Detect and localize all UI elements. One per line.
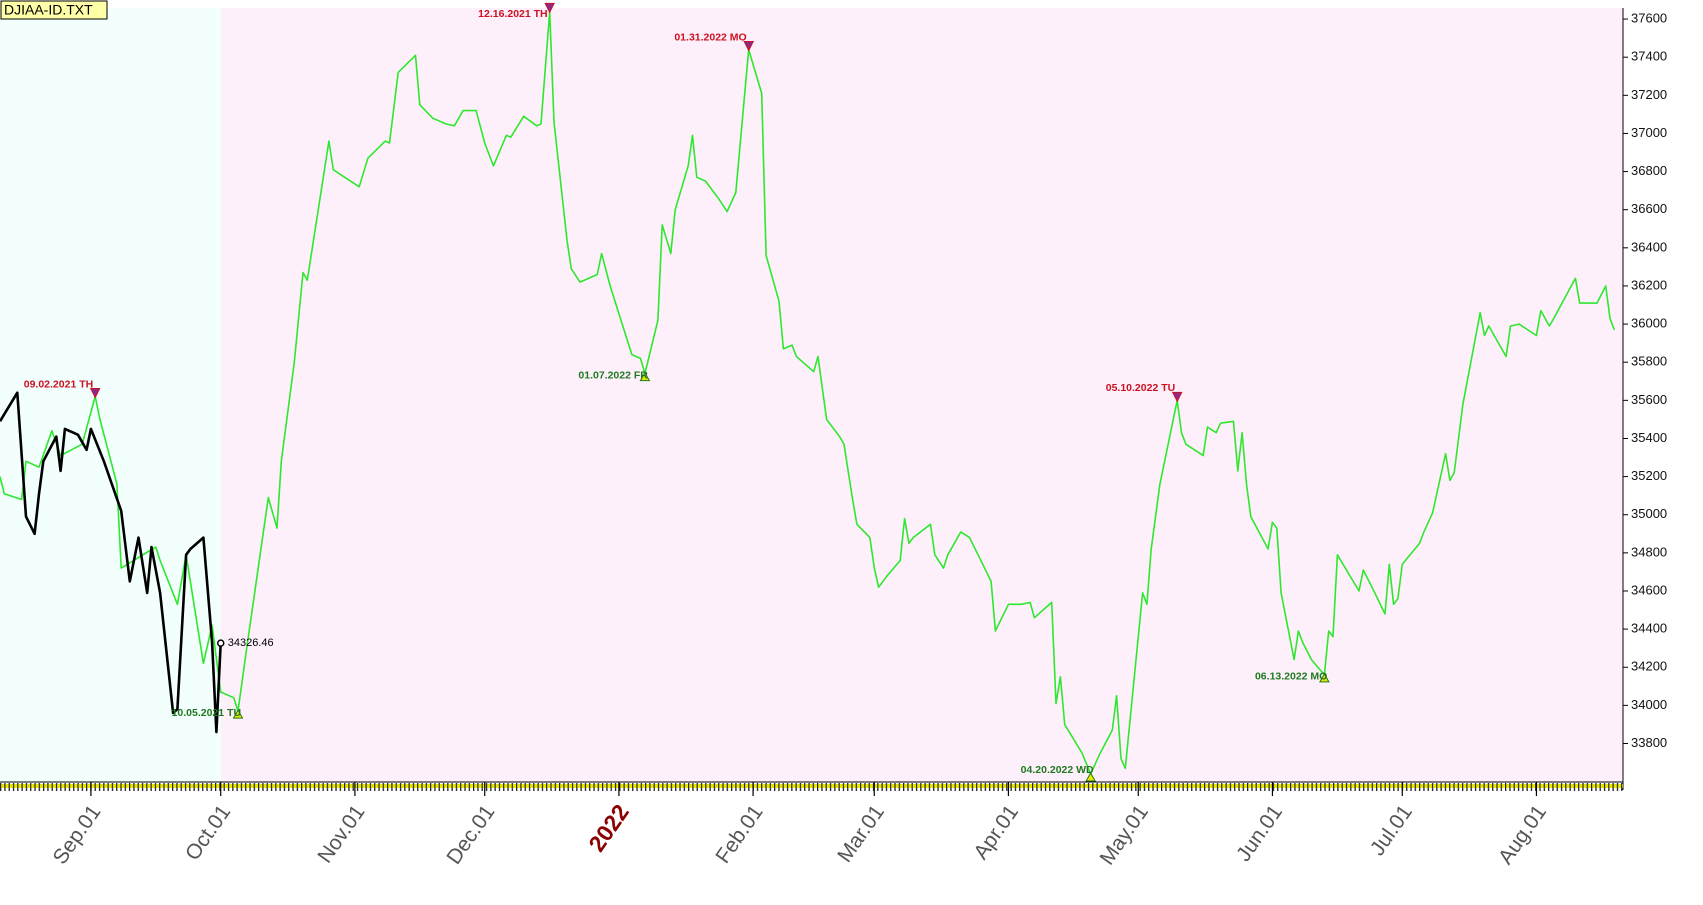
x-tick-label: Aug.01 <box>1494 801 1551 869</box>
low-marker <box>232 709 244 719</box>
y-tick-label: 34000 <box>1631 697 1667 712</box>
series-line <box>0 391 222 734</box>
x-tick-label: Nov.01 <box>313 801 369 867</box>
chart-title: DJIAA-ID.TXT <box>4 2 93 18</box>
y-tick-label: 37400 <box>1631 49 1667 64</box>
y-tick-label: 35000 <box>1631 506 1667 521</box>
y-tick-label: 37600 <box>1631 10 1667 25</box>
x-tick-label: Apr.01 <box>969 801 1023 864</box>
x-tick-label: Mar.01 <box>833 801 889 867</box>
y-tick-label: 36600 <box>1631 201 1667 216</box>
y-tick-label: 35800 <box>1631 354 1667 369</box>
high-marker <box>1171 391 1183 403</box>
low-label: 10.05.2021 TU <box>172 707 241 719</box>
plot-area: 34326.46 <box>0 10 1616 775</box>
y-tick-label: 36200 <box>1631 277 1667 292</box>
low-marker <box>639 371 651 382</box>
low-marker <box>1319 672 1330 683</box>
y-tick-label: 33800 <box>1631 735 1667 750</box>
x-tick-label: Oct.01 <box>181 801 235 865</box>
high-label: 01.31.2022 MO <box>674 31 746 43</box>
high-label: 12.16.2021 TH <box>478 8 547 20</box>
end-point <box>216 639 225 647</box>
y-tick-label: 36000 <box>1631 316 1667 331</box>
x-tick-label: Dec.01 <box>442 801 499 869</box>
high-label: 05.10.2022 TU <box>1106 382 1175 394</box>
high-marker <box>544 2 555 14</box>
minor-tick-strip <box>0 783 1623 791</box>
shaded-region <box>0 8 221 782</box>
y-tick-label: 36400 <box>1631 239 1667 254</box>
series-line <box>0 10 1616 775</box>
y-tick-label: 34800 <box>1631 544 1667 559</box>
low-label: 04.20.2022 WD <box>1021 764 1094 776</box>
x-tick-label: Jul.01 <box>1366 801 1417 860</box>
y-tick-label: 35400 <box>1631 430 1667 445</box>
low-label: 06.13.2022 MO <box>1255 671 1327 683</box>
end-value-label: 34326.46 <box>228 637 274 649</box>
y-tick-label: 34400 <box>1631 621 1667 636</box>
y-tick-label: 36800 <box>1631 163 1667 178</box>
low-marker <box>1085 771 1097 782</box>
high-marker <box>743 41 755 52</box>
shaded-region <box>220 8 1623 782</box>
x-tick-label: Feb.01 <box>711 801 767 868</box>
y-tick-label: 35600 <box>1631 392 1667 407</box>
x-tick-label: 2022 <box>583 799 634 856</box>
y-tick-label: 34600 <box>1631 582 1667 597</box>
high-marker <box>89 388 101 399</box>
background <box>0 8 1623 782</box>
high-label: 09.02.2021 TH <box>24 378 93 390</box>
y-tick-label: 34200 <box>1631 659 1667 674</box>
x-tick-label: Sep.01 <box>49 801 106 869</box>
low-label: 01.07.2022 FR <box>578 369 648 381</box>
title-box: DJIAA-ID.TXT <box>0 0 108 20</box>
y-tick-label: 37000 <box>1631 125 1667 140</box>
x-tick-label: Jun.01 <box>1232 801 1287 866</box>
annotations: 09.02.2021 TH 10.05.2021 TU 12.16.2021 TH 0… <box>24 2 1330 782</box>
y-tick-label: 35200 <box>1631 468 1667 483</box>
x-tick-label: May.01 <box>1095 801 1152 869</box>
y-tick-label: 37200 <box>1631 87 1667 102</box>
title-frame <box>0 0 108 20</box>
